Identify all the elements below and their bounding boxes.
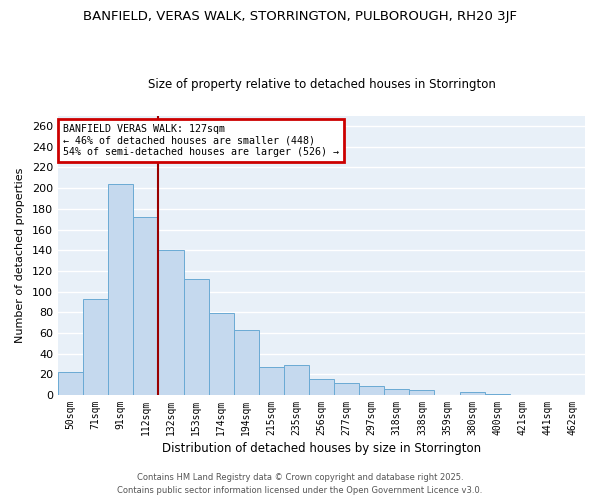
Bar (309, 380, 334, 395)
Bar (485, 394, 510, 395)
Y-axis label: Number of detached properties: Number of detached properties (15, 168, 25, 343)
Bar (259, 367, 284, 395)
Bar (158, 250, 184, 395)
Text: BANFIELD, VERAS WALK, STORRINGTON, PULBOROUGH, RH20 3JF: BANFIELD, VERAS WALK, STORRINGTON, PULBO… (83, 10, 517, 23)
Bar (108, 184, 133, 395)
Bar (133, 217, 158, 395)
Bar (334, 382, 359, 395)
Bar (460, 392, 485, 395)
Bar (359, 386, 384, 395)
Title: Size of property relative to detached houses in Storrington: Size of property relative to detached ho… (148, 78, 496, 91)
Text: BANFIELD VERAS WALK: 127sqm
← 46% of detached houses are smaller (448)
54% of se: BANFIELD VERAS WALK: 127sqm ← 46% of det… (64, 124, 340, 158)
Bar (83, 299, 108, 395)
Bar (284, 365, 309, 395)
X-axis label: Distribution of detached houses by size in Storrington: Distribution of detached houses by size … (162, 442, 481, 455)
Bar (209, 314, 234, 395)
Text: Contains HM Land Registry data © Crown copyright and database right 2025.
Contai: Contains HM Land Registry data © Crown c… (118, 474, 482, 495)
Bar (234, 330, 259, 395)
Bar (384, 388, 409, 395)
Bar (184, 279, 209, 395)
Bar (409, 390, 434, 395)
Bar (58, 372, 83, 395)
